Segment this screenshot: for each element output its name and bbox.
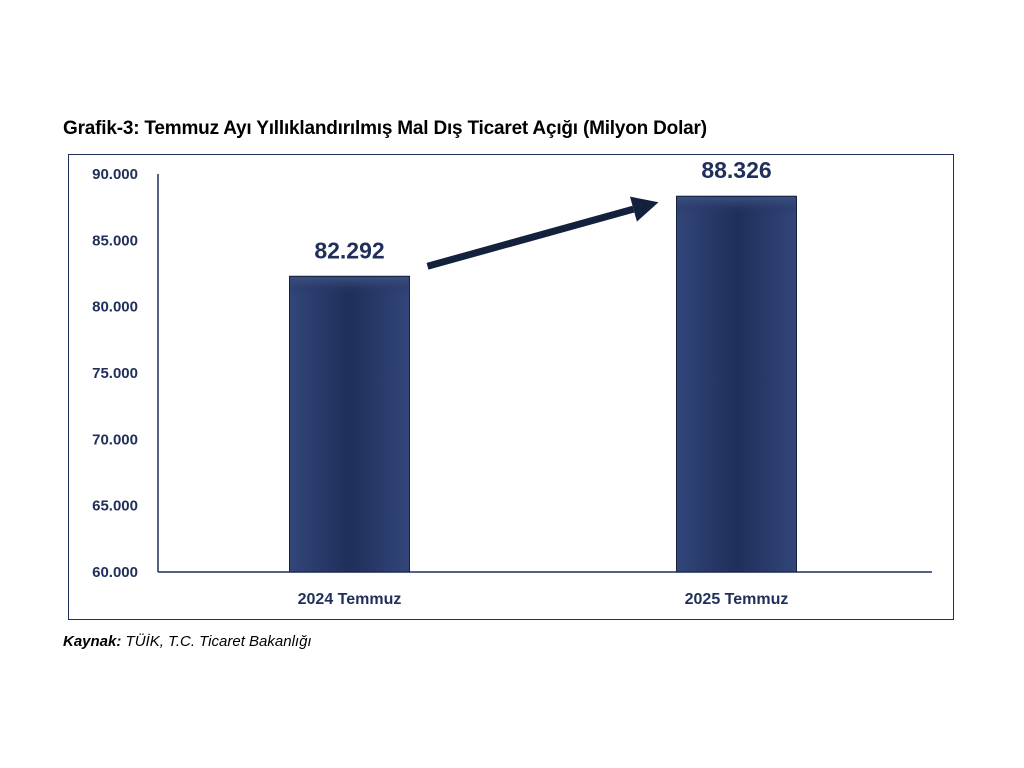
bar-highlight	[290, 277, 409, 296]
y-tick-label: 85.000	[92, 232, 138, 249]
chart-title: Grafik-3: Temmuz Ayı Yıllıklandırılmış M…	[63, 118, 707, 139]
data-label: 88.326	[701, 157, 771, 183]
trend-arrow-head	[629, 196, 659, 222]
bar	[289, 275, 410, 573]
y-tick-label: 65.000	[92, 498, 138, 515]
source-label: Kaynak:	[63, 633, 122, 650]
bar	[676, 195, 797, 573]
source-text: TÜİK, T.C. Ticaret Bakanlığı	[125, 633, 312, 650]
chart-frame	[68, 154, 954, 620]
x-tick-label: 2024 Temmuz	[298, 591, 402, 608]
bar-highlight	[677, 197, 796, 216]
y-tick-label: 60.000	[92, 564, 138, 581]
y-tick-label: 75.000	[92, 365, 138, 382]
y-tick-label: 80.000	[92, 299, 138, 316]
trend-arrow-line	[426, 205, 635, 270]
y-tick-label: 70.000	[92, 431, 138, 448]
data-label: 82.292	[314, 237, 384, 263]
x-tick-label: 2025 Temmuz	[685, 591, 789, 608]
chart-source: Kaynak: TÜİK, T.C. Ticaret Bakanlığı	[63, 633, 312, 650]
y-tick-label: 90.000	[92, 166, 138, 183]
